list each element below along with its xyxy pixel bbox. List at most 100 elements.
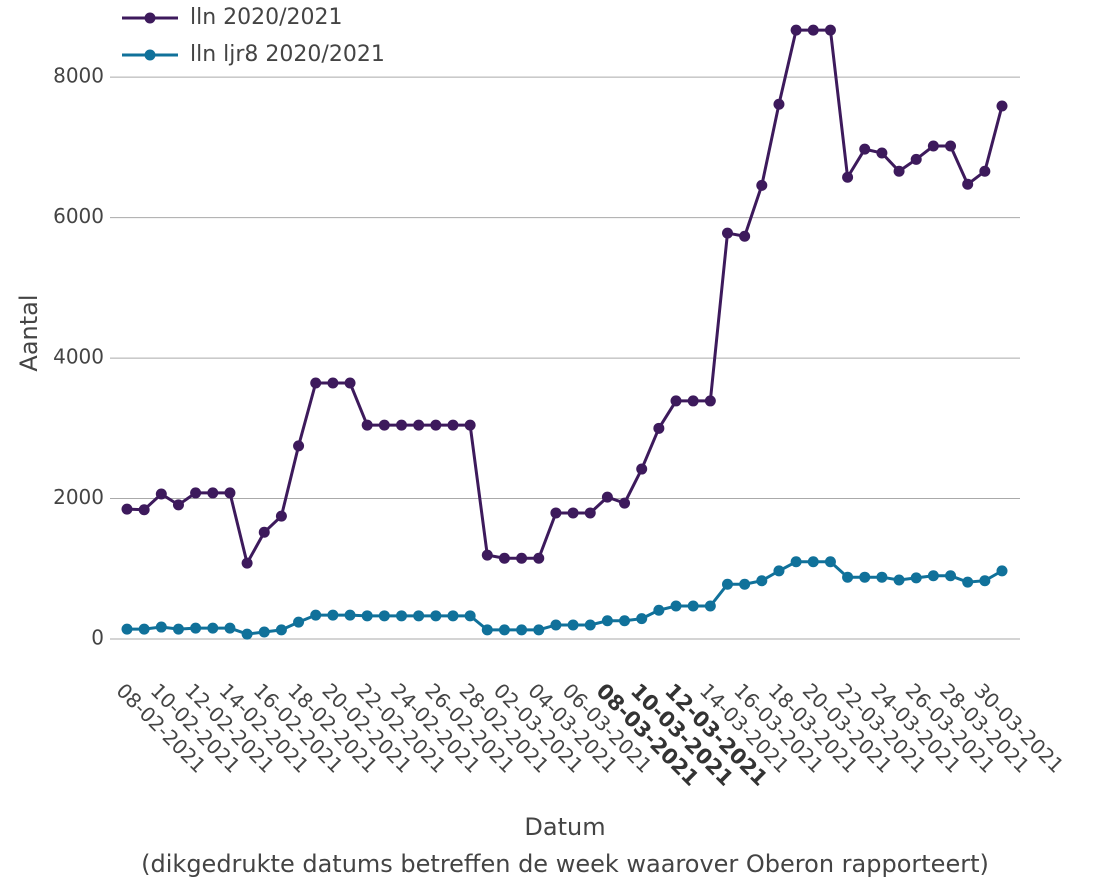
data-point [396, 610, 408, 622]
data-point [910, 572, 922, 584]
data-point [498, 624, 510, 636]
data-point [516, 624, 528, 636]
data-point [464, 610, 476, 622]
data-point [945, 140, 957, 152]
data-point [996, 100, 1008, 112]
data-point [275, 624, 287, 636]
data-point [945, 570, 957, 582]
data-point [739, 230, 751, 242]
data-point [481, 624, 493, 636]
data-point [859, 571, 871, 583]
data-point [396, 419, 408, 431]
data-point [207, 487, 219, 499]
data-point [739, 578, 751, 590]
data-point [842, 571, 854, 583]
data-point [224, 622, 236, 634]
data-point [584, 619, 596, 631]
data-point [190, 622, 202, 634]
data-point [138, 504, 150, 516]
data-point [138, 623, 150, 635]
data-point [859, 143, 871, 155]
data-point [601, 615, 613, 627]
data-point [773, 98, 785, 110]
data-point [687, 395, 699, 407]
data-point [361, 610, 373, 622]
data-point [310, 609, 322, 621]
data-point [224, 487, 236, 499]
y-tick-label: 4000 [53, 345, 104, 369]
data-point [447, 610, 459, 622]
data-point [516, 552, 528, 564]
data-point [842, 171, 854, 183]
data-point [773, 565, 785, 577]
data-point [721, 227, 733, 239]
data-point [344, 609, 356, 621]
data-point [310, 377, 322, 389]
data-point [824, 556, 836, 568]
data-point [876, 571, 888, 583]
data-point [258, 526, 270, 538]
data-point [636, 463, 648, 475]
data-point [172, 623, 184, 635]
data-point [979, 165, 991, 177]
data-point [172, 499, 184, 511]
data-point [327, 377, 339, 389]
data-point [927, 140, 939, 152]
y-tick-label: 0 [91, 626, 104, 650]
data-point [258, 626, 270, 638]
data-point [430, 610, 442, 622]
data-point [293, 616, 305, 628]
data-point [447, 419, 459, 431]
data-point [533, 624, 545, 636]
data-point [430, 419, 442, 431]
data-point [413, 419, 425, 431]
data-point [378, 610, 390, 622]
data-point [687, 600, 699, 612]
data-point [155, 621, 167, 633]
data-point [704, 395, 716, 407]
data-point [121, 503, 133, 515]
data-point [790, 24, 802, 36]
data-point [550, 619, 562, 631]
data-point [996, 565, 1008, 577]
data-point [721, 578, 733, 590]
data-point [619, 615, 631, 627]
data-point [464, 419, 476, 431]
data-point [704, 600, 716, 612]
data-point [241, 628, 253, 640]
data-point [481, 549, 493, 561]
data-point [893, 165, 905, 177]
data-point [893, 574, 905, 586]
x-axis-title: Datum [524, 813, 605, 841]
data-point [653, 422, 665, 434]
data-point [790, 556, 802, 568]
series-line [127, 560, 1003, 636]
data-point [413, 610, 425, 622]
data-point [962, 576, 974, 588]
data-point [653, 604, 665, 616]
y-axis-title: Aantal [15, 294, 43, 371]
data-point [207, 622, 219, 634]
data-point [550, 507, 562, 519]
y-tick-label: 8000 [53, 64, 104, 88]
data-point [670, 395, 682, 407]
data-point [910, 153, 922, 165]
data-point [344, 377, 356, 389]
data-point [619, 497, 631, 509]
data-point [567, 507, 579, 519]
data-point [498, 552, 510, 564]
data-point [378, 419, 390, 431]
data-point [979, 575, 991, 587]
data-point [807, 556, 819, 568]
data-point [670, 600, 682, 612]
data-point [275, 510, 287, 522]
data-point [121, 623, 133, 635]
data-point [155, 488, 167, 500]
legend-label: lln 2020/2021 [190, 5, 343, 30]
legend-swatch-marker [144, 49, 156, 61]
y-tick-label: 2000 [53, 485, 104, 509]
data-point [636, 613, 648, 625]
x-axis-note: (dikgedrukte datums betreffen de week wa… [141, 850, 989, 878]
data-point [533, 552, 545, 564]
